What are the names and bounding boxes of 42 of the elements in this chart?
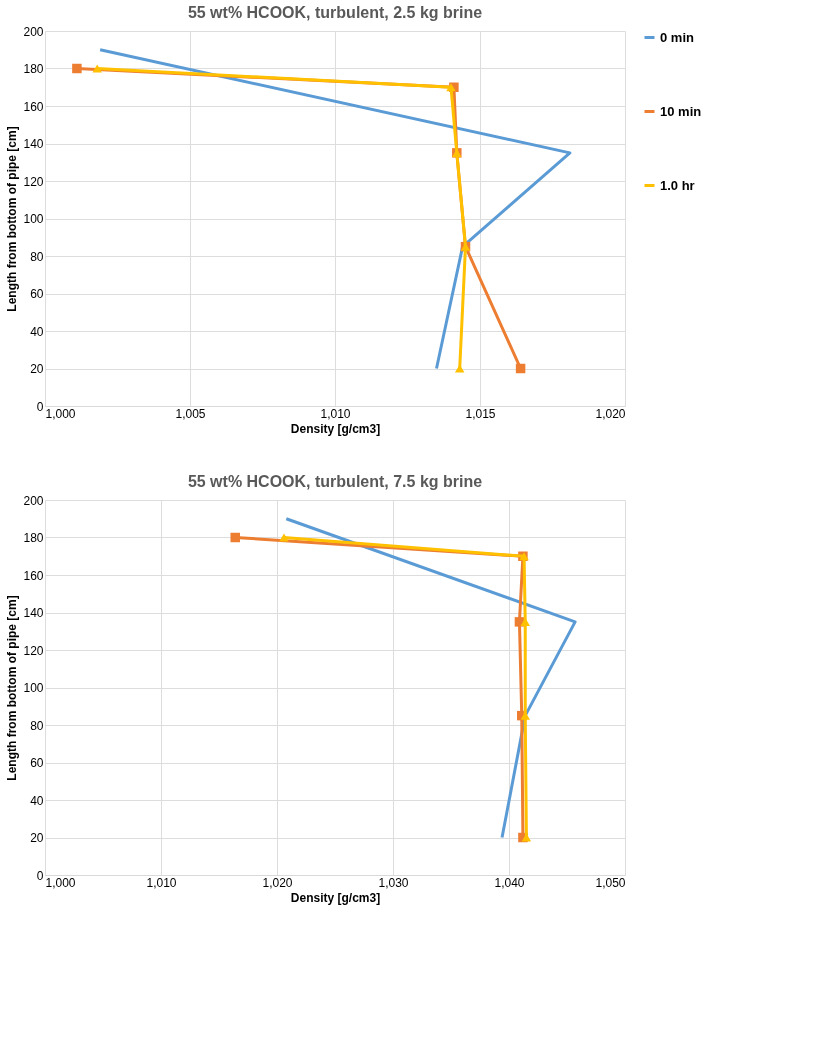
y-tick-label: 140 bbox=[23, 606, 44, 620]
x-tick-label: 1,010 bbox=[320, 406, 351, 421]
y-tick-label: 100 bbox=[23, 681, 44, 695]
x-tick-label: 1,010 bbox=[146, 875, 177, 890]
legend-label: 10 min bbox=[660, 103, 702, 119]
x-tick-label: 1,040 bbox=[494, 875, 525, 890]
legend-label: 1.0 hr bbox=[660, 177, 695, 193]
y-tick-label: 160 bbox=[23, 99, 44, 114]
y-tick-label: 40 bbox=[30, 793, 44, 808]
y-tick-label: 20 bbox=[30, 362, 44, 376]
y-axis-title: Length from bottom of pipe [cm] bbox=[5, 595, 20, 781]
y-tick-label: 200 bbox=[23, 24, 44, 39]
x-axis-title: Density [g/cm3] bbox=[290, 421, 381, 436]
x-tick-label: 1,050 bbox=[595, 875, 626, 890]
y-tick-label: 200 bbox=[23, 493, 44, 508]
x-tick-label: 1,020 bbox=[262, 875, 293, 890]
y-tick-label: 120 bbox=[23, 174, 44, 189]
x-tick-label: 1,030 bbox=[378, 875, 409, 890]
y-tick-label: 100 bbox=[23, 212, 44, 226]
y-tick-label: 60 bbox=[30, 756, 44, 770]
x-tick-label: 1,015 bbox=[465, 406, 496, 421]
y-tick-label: 180 bbox=[23, 62, 44, 76]
y-tick-label: 80 bbox=[30, 249, 44, 264]
y-tick-label: 140 bbox=[23, 137, 44, 151]
legend-label: 0 min bbox=[660, 29, 695, 45]
y-tick-label: 0 bbox=[36, 399, 44, 414]
x-tick-label: 1,020 bbox=[595, 406, 626, 421]
chart-title: 55 wt% HCOOK, turbulent, 2.5 kg brine bbox=[187, 4, 483, 21]
y-tick-label: 60 bbox=[30, 287, 44, 301]
y-tick-label: 80 bbox=[30, 718, 44, 733]
x-tick-label: 1,000 bbox=[45, 406, 76, 421]
x-tick-label: 1,005 bbox=[175, 406, 206, 421]
chart-title: 55 wt% HCOOK, turbulent, 7.5 kg brine bbox=[187, 473, 483, 490]
x-axis-title: Density [g/cm3] bbox=[290, 890, 381, 905]
y-tick-label: 20 bbox=[30, 831, 44, 845]
y-tick-label: 40 bbox=[30, 324, 44, 339]
y-tick-label: 120 bbox=[23, 643, 44, 658]
y-tick-label: 180 bbox=[23, 531, 44, 545]
x-tick-label: 1,000 bbox=[45, 875, 76, 890]
y-tick-label: 160 bbox=[23, 568, 44, 583]
y-axis-title: Length from bottom of pipe [cm] bbox=[5, 126, 20, 312]
y-tick-label: 0 bbox=[36, 868, 44, 883]
